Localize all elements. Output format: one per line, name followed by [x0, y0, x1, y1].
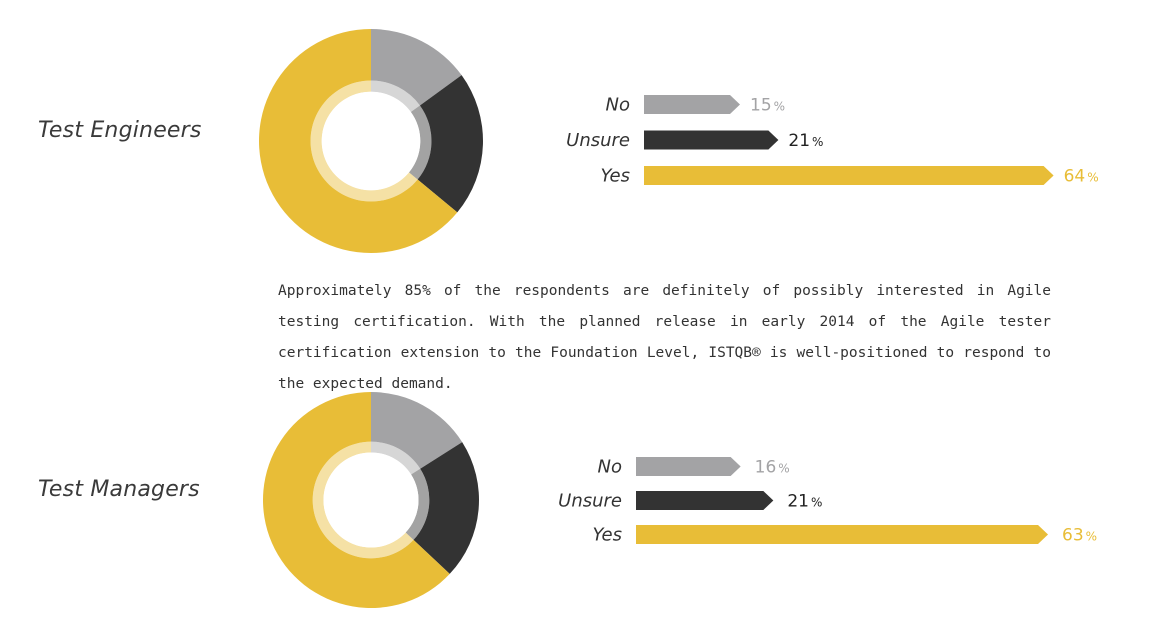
donut-hole: [321, 91, 421, 191]
donut-chart: [259, 29, 483, 254]
donut-slice-yes: [263, 392, 450, 608]
bar-value-unsure: 21%: [788, 131, 823, 151]
test-managers-section: Test Managers No 16% Unsure 21% Yes 63%: [0, 385, 1159, 631]
donut-slice-yes: [259, 29, 458, 254]
bar-value-no: 15%: [750, 96, 785, 116]
bar-value-yes: 64%: [1064, 167, 1099, 187]
donut-slice-unsure: [417, 75, 483, 213]
bar-no: [636, 457, 741, 476]
bar-unsure: [636, 491, 774, 510]
donut-inner-slice-no: [371, 80, 420, 113]
donut-slice-no: [371, 29, 462, 106]
donut-inner-slice-yes: [312, 441, 414, 559]
bar-value-unsure: 21%: [787, 492, 822, 512]
donut-chart: [263, 392, 479, 608]
donut-inner-slice-yes: [310, 80, 418, 202]
group-label: Test Managers: [38, 477, 200, 502]
donut-inner-slice-no: [371, 441, 421, 475]
bar-unsure: [644, 130, 779, 150]
group-label: Test Engineers: [38, 118, 202, 143]
donut-hole: [323, 452, 419, 548]
bar-label-no: No: [606, 95, 630, 116]
donut-slice-no: [371, 392, 463, 469]
bar-chart: No 15 % Unsure 21 % Yes 64%: [566, 95, 1099, 187]
bar-label-yes: Yes: [593, 525, 622, 546]
donut-inner-slice-unsure: [408, 105, 432, 180]
bar-label-no: No: [598, 457, 622, 478]
bar-label-yes: Yes: [601, 166, 630, 187]
test-engineers-section: Test Engineers No 15% Unsure 21% Yes 64%: [0, 0, 1159, 265]
donut-slice-unsure: [413, 442, 479, 574]
bar-value-no: 16%: [755, 458, 790, 478]
summary-paragraph: Approximately 85% of the respondents are…: [278, 283, 1051, 392]
bar-no: [644, 95, 740, 114]
bar-label-unsure: Unsure: [566, 130, 630, 151]
bar-yes: [636, 525, 1049, 544]
bar-label-unsure: Unsure: [558, 491, 622, 512]
bar-value-yes: 63%: [1062, 526, 1097, 546]
bar-yes: [644, 166, 1054, 185]
bar-chart: No 16 % Unsure 21 % Yes 63%: [558, 457, 1097, 546]
donut-inner-slice-unsure: [405, 468, 430, 540]
